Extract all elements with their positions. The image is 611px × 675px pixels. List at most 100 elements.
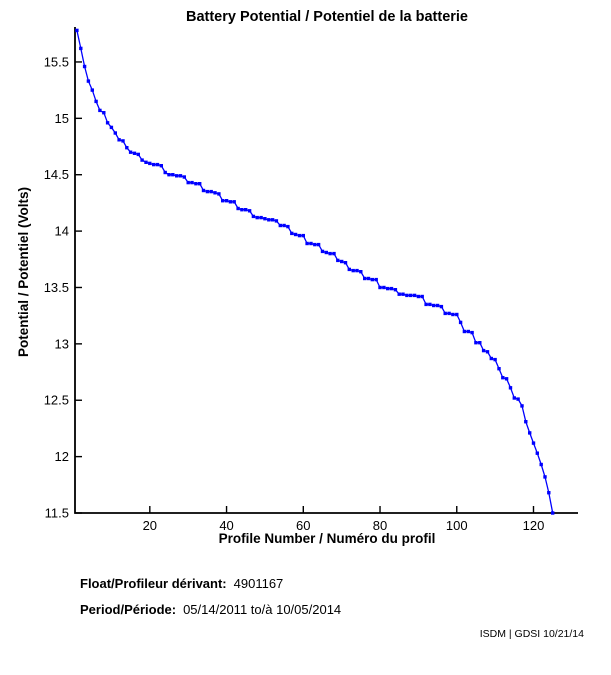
- data-point-marker: [94, 99, 98, 104]
- data-point-marker: [458, 320, 463, 325]
- data-point-marker: [105, 121, 110, 125]
- data-point-marker: [443, 311, 447, 316]
- x-tick-label: 100: [446, 518, 468, 533]
- data-point-marker: [409, 293, 413, 298]
- data-point-marker: [516, 397, 520, 401]
- y-tick-label: 13.5: [44, 280, 69, 295]
- y-tick-label: 12: [55, 449, 69, 464]
- data-point-marker: [520, 404, 524, 408]
- data-point-marker: [432, 303, 436, 308]
- data-point-marker: [274, 219, 279, 223]
- data-point-marker: [201, 188, 206, 193]
- data-point-marker: [462, 329, 467, 334]
- data-point-marker: [389, 286, 394, 291]
- y-tick-label: 11.5: [45, 506, 69, 521]
- data-point-marker: [117, 138, 121, 142]
- float-label: Float/Profileur dérivant:: [80, 576, 227, 591]
- data-point-marker: [228, 200, 233, 204]
- data-point-marker: [378, 285, 382, 290]
- y-tick-label: 15.5: [44, 54, 69, 69]
- period-label: Period/Période:: [80, 602, 176, 617]
- data-point-marker: [267, 218, 271, 222]
- data-point-marker: [336, 258, 340, 263]
- data-point-marker: [90, 88, 94, 92]
- data-point-marker: [539, 462, 543, 467]
- data-point-marker: [363, 276, 367, 281]
- data-point-marker: [109, 125, 114, 130]
- data-point-marker: [366, 276, 371, 281]
- data-point-marker: [451, 312, 455, 317]
- data-point-marker: [75, 28, 79, 33]
- data-point-marker: [455, 312, 459, 317]
- x-tick-label: 80: [373, 518, 387, 533]
- data-point-marker: [489, 356, 493, 361]
- data-point-marker: [167, 173, 171, 177]
- data-point-marker: [190, 180, 194, 185]
- y-tick-label: 15: [55, 111, 69, 126]
- data-point-marker: [493, 357, 497, 362]
- data-point-marker: [485, 350, 490, 354]
- data-point-marker: [316, 242, 321, 247]
- data-point-marker: [481, 348, 486, 353]
- float-value: 4901167: [234, 576, 284, 591]
- data-point-marker: [140, 158, 144, 162]
- data-point-marker: [401, 292, 405, 296]
- data-point-marker: [466, 329, 470, 334]
- data-point-marker: [370, 277, 374, 282]
- credit-stamp: ISDM | GDSI 10/21/14: [480, 628, 584, 640]
- data-point-marker: [282, 223, 286, 228]
- data-point-marker: [79, 46, 83, 51]
- y-tick-label: 13: [55, 336, 69, 351]
- data-point-marker: [332, 251, 336, 256]
- data-point-marker: [405, 293, 409, 298]
- data-point-marker: [102, 111, 106, 115]
- data-point-marker: [531, 441, 536, 445]
- data-point-marker: [470, 330, 474, 335]
- data-point-marker: [447, 311, 451, 316]
- data-point-marker: [497, 367, 501, 371]
- data-point-marker: [420, 294, 424, 299]
- data-point-marker: [209, 189, 213, 194]
- data-point-marker: [221, 199, 225, 203]
- data-point-marker: [305, 241, 309, 246]
- axis-lines: [74, 27, 578, 514]
- data-point-marker: [178, 174, 183, 178]
- data-point-marker: [232, 200, 236, 204]
- y-tick-label: 12.5: [44, 393, 69, 408]
- data-point-marker: [251, 214, 256, 219]
- data-point-marker: [343, 261, 348, 265]
- data-point-marker: [182, 175, 186, 179]
- x-tick-label: 60: [296, 518, 310, 533]
- battery-potential-line: [76, 30, 554, 514]
- data-point-marker: [270, 218, 275, 222]
- x-axis-label: Profile Number / Numéro du profil: [219, 531, 436, 546]
- y-axis-label: Potential / Potentiel (Volts): [16, 187, 31, 357]
- data-point-marker: [155, 162, 160, 167]
- data-point-marker: [412, 293, 417, 298]
- data-point-marker: [144, 160, 148, 164]
- data-point-marker: [98, 108, 102, 113]
- data-point-marker: [82, 64, 87, 69]
- data-point-marker: [224, 199, 229, 203]
- data-point-marker: [320, 249, 325, 254]
- plot-axes: 11.5 12 12.5 13 13.5 14 14.5 15 15.5 20 40 60 80 100 1…: [44, 27, 578, 533]
- data-point-marker: [132, 151, 137, 155]
- y-tick-label: 14: [55, 224, 69, 239]
- data-point-marker: [551, 511, 555, 515]
- data-point-marker: [501, 376, 505, 380]
- data-point-marker: [393, 288, 398, 292]
- data-point-marker: [198, 182, 202, 186]
- data-point-marker: [213, 191, 217, 195]
- data-point-marker: [416, 294, 421, 299]
- data-point-marker: [428, 302, 432, 307]
- data-point-marker: [128, 150, 133, 154]
- data-point-marker: [397, 292, 401, 296]
- data-point-marker: [359, 270, 363, 274]
- data-point-marker: [293, 232, 298, 237]
- data-point-marker: [194, 182, 198, 186]
- data-point-marker: [508, 386, 513, 390]
- data-point-marker: [478, 341, 482, 345]
- data-point-marker: [263, 217, 267, 221]
- data-point-marker: [351, 268, 355, 273]
